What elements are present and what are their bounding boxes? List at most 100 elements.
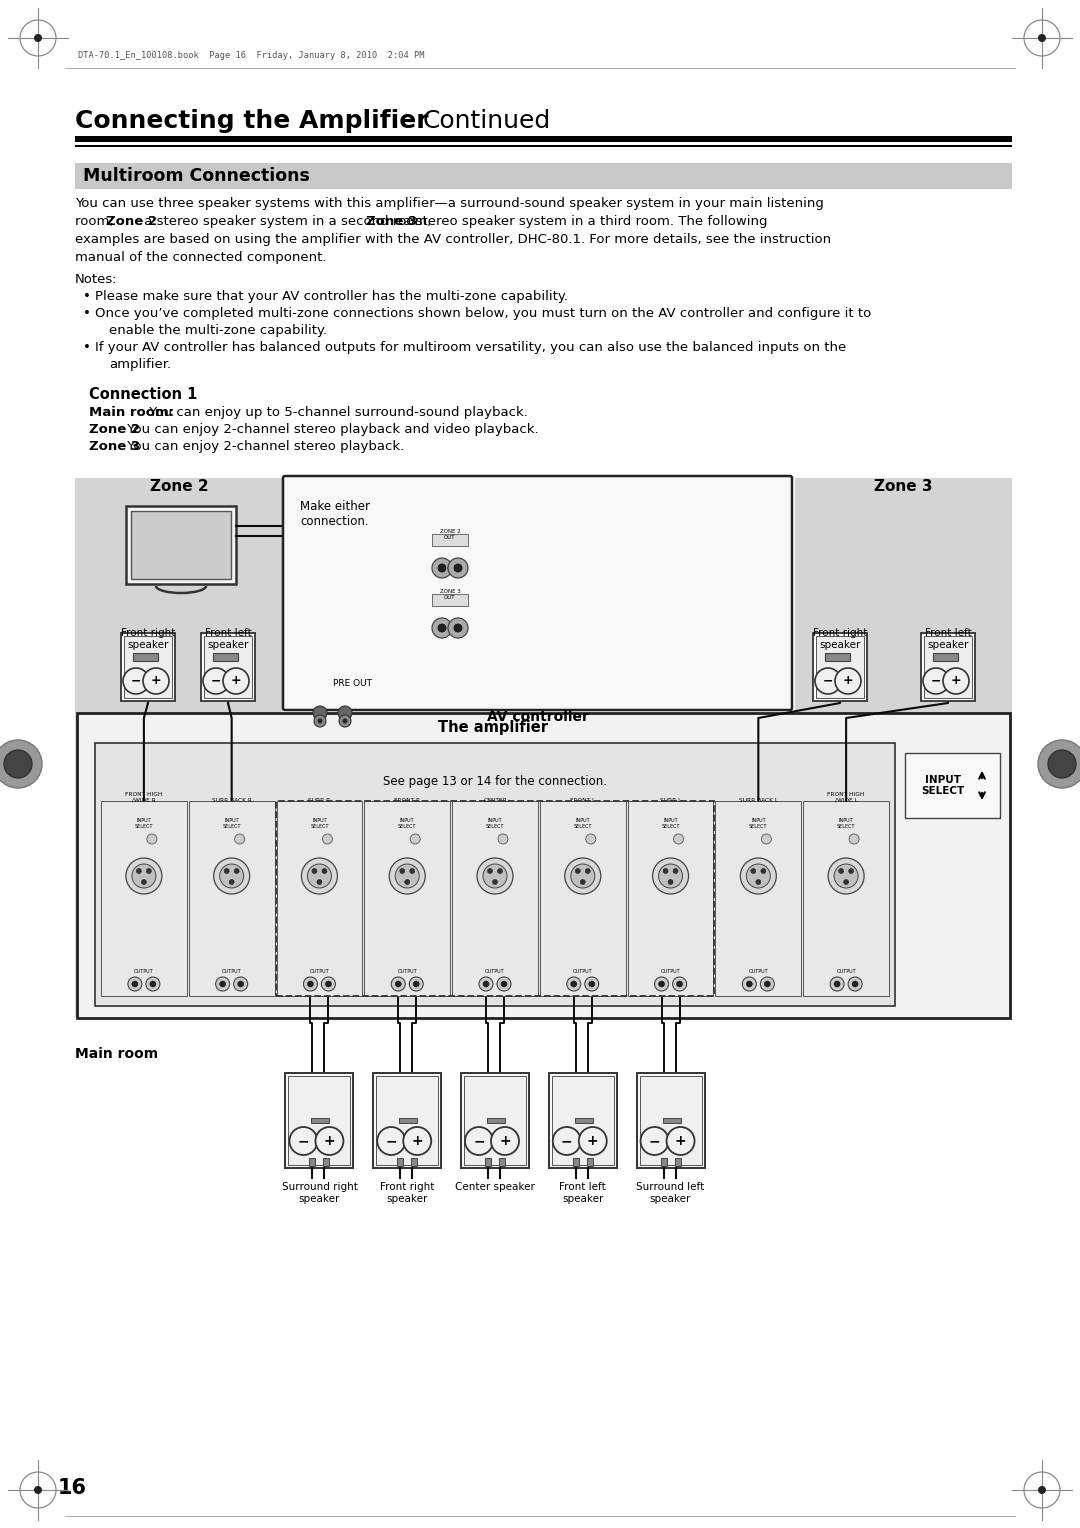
Circle shape	[127, 976, 141, 992]
Text: Zone 2: Zone 2	[107, 215, 158, 228]
Circle shape	[454, 564, 462, 571]
Text: OUTPUT: OUTPUT	[310, 969, 329, 973]
Circle shape	[1048, 750, 1076, 778]
Bar	[288, 1076, 350, 1164]
Circle shape	[377, 1128, 405, 1155]
Circle shape	[815, 668, 841, 694]
Text: Make either
connection.: Make either connection.	[300, 500, 370, 529]
Circle shape	[126, 859, 162, 894]
Bar	[816, 636, 864, 698]
Text: a stereo speaker system in a third room. The following: a stereo speaker system in a third room.…	[400, 215, 768, 228]
Circle shape	[4, 750, 32, 778]
Circle shape	[673, 868, 678, 874]
Bar	[310, 1158, 315, 1166]
Circle shape	[400, 868, 405, 874]
Circle shape	[147, 834, 157, 843]
Bar	[639, 1076, 702, 1164]
Circle shape	[666, 1128, 694, 1155]
Bar	[124, 636, 172, 698]
Bar	[189, 801, 274, 996]
Circle shape	[1038, 34, 1047, 41]
Bar	[453, 801, 538, 996]
Text: OUTPUT: OUTPUT	[485, 969, 504, 973]
Circle shape	[674, 834, 684, 843]
Circle shape	[654, 976, 669, 992]
Bar	[95, 743, 895, 1005]
Bar	[540, 801, 625, 996]
Text: −: −	[561, 1134, 572, 1148]
Circle shape	[338, 706, 352, 720]
Text: INPUT
SELECT: INPUT SELECT	[486, 817, 504, 830]
Bar	[131, 510, 231, 579]
Bar	[933, 652, 958, 662]
Text: FRONT HIGH
/WIDE L: FRONT HIGH /WIDE L	[827, 792, 865, 804]
Text: INPUT
SELECT: INPUT SELECT	[135, 817, 153, 830]
Text: −: −	[649, 1134, 660, 1148]
Circle shape	[312, 868, 316, 874]
Bar	[364, 801, 450, 996]
Text: Front left
speaker: Front left speaker	[559, 1183, 606, 1204]
Bar	[432, 533, 468, 545]
Text: +: +	[411, 1134, 423, 1148]
Circle shape	[659, 863, 683, 888]
Circle shape	[480, 976, 492, 992]
Text: room,: room,	[75, 215, 118, 228]
Circle shape	[322, 976, 336, 992]
Text: DTA-70.1_En_100108.book  Page 16  Friday, January 8, 2010  2:04 PM: DTA-70.1_En_100108.book Page 16 Friday, …	[78, 50, 424, 60]
Text: manual of the connected component.: manual of the connected component.	[75, 251, 326, 264]
Text: Zone 2: Zone 2	[89, 423, 140, 435]
Bar	[201, 633, 255, 701]
Circle shape	[301, 859, 337, 894]
Circle shape	[838, 868, 843, 874]
Bar	[636, 1073, 704, 1167]
Bar	[374, 1073, 442, 1167]
Circle shape	[943, 668, 969, 694]
Bar	[575, 1118, 593, 1123]
Bar	[552, 1076, 613, 1164]
Circle shape	[746, 981, 753, 987]
Circle shape	[652, 859, 689, 894]
Circle shape	[673, 976, 687, 992]
Circle shape	[765, 981, 770, 987]
Circle shape	[501, 981, 507, 987]
Text: Center speaker: Center speaker	[455, 1183, 535, 1192]
Text: OUTPUT: OUTPUT	[221, 969, 242, 973]
Bar	[825, 652, 850, 662]
Bar	[549, 1073, 617, 1167]
Text: SURR R: SURR R	[308, 798, 330, 804]
Bar	[461, 1073, 529, 1167]
Circle shape	[454, 623, 462, 633]
Text: +: +	[586, 1134, 598, 1148]
Circle shape	[339, 715, 351, 727]
Text: Connecting the Amplifier: Connecting the Amplifier	[75, 108, 429, 133]
Text: INPUT
SELECT: INPUT SELECT	[921, 775, 964, 796]
Circle shape	[751, 868, 756, 874]
Circle shape	[843, 880, 849, 885]
Text: OUTPUT: OUTPUT	[748, 969, 768, 973]
Circle shape	[233, 976, 247, 992]
Bar	[75, 478, 283, 1018]
Circle shape	[219, 863, 244, 888]
Bar	[586, 1158, 593, 1166]
Text: Front right
speaker: Front right speaker	[380, 1183, 434, 1204]
Text: INPUT
SELECT: INPUT SELECT	[310, 817, 328, 830]
Text: Zone 2: Zone 2	[150, 478, 208, 494]
Circle shape	[669, 880, 673, 885]
Bar	[121, 633, 175, 701]
Bar	[487, 1118, 505, 1123]
Text: SURR BACK L: SURR BACK L	[739, 798, 778, 804]
Text: AV controller: AV controller	[487, 711, 589, 724]
Text: OUTPUT: OUTPUT	[397, 969, 417, 973]
Circle shape	[477, 859, 513, 894]
Circle shape	[498, 868, 502, 874]
Bar	[285, 1073, 353, 1167]
Circle shape	[318, 718, 323, 723]
Circle shape	[147, 868, 151, 874]
Circle shape	[432, 617, 453, 639]
Text: +: +	[324, 1134, 335, 1148]
Bar	[276, 801, 362, 996]
Circle shape	[141, 880, 147, 885]
Circle shape	[761, 834, 771, 843]
Circle shape	[659, 981, 664, 987]
Circle shape	[222, 668, 249, 694]
